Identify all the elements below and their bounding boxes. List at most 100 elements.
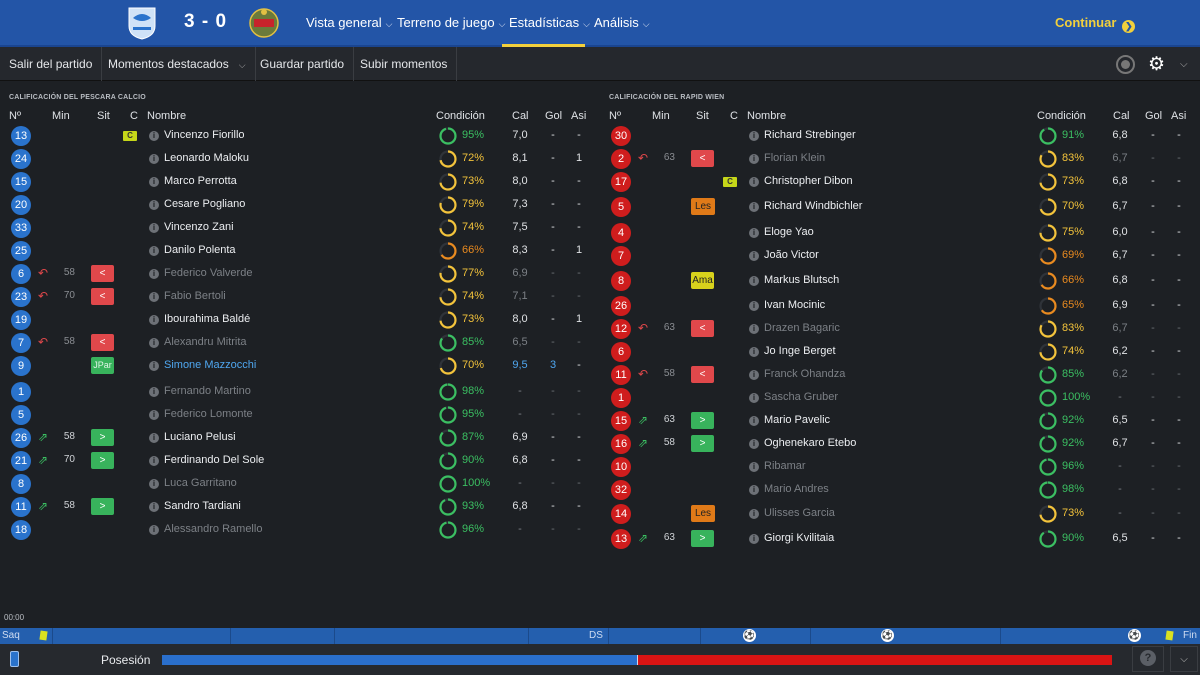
info-icon[interactable]: i (749, 301, 759, 311)
player-row[interactable]: 7 ↶ 58 < i Alexandru Mitrita 85% 6,5 - - (0, 332, 590, 354)
player-name[interactable]: Cesare Pogliano (164, 198, 246, 210)
player-row[interactable]: 4 i Eloge Yao 75% 6,0 - - (600, 222, 1190, 244)
info-icon[interactable]: i (149, 223, 159, 233)
player-name[interactable]: Ribamar (764, 460, 806, 472)
player-row[interactable]: 5 Les i Richard Windbichler 70% 6,7 - - (600, 196, 1190, 218)
col-name[interactable]: Nombre (147, 110, 187, 122)
info-icon[interactable]: i (749, 202, 759, 212)
info-icon[interactable]: i (749, 462, 759, 472)
player-name[interactable]: Oghenekaro Etebo (764, 437, 857, 449)
yellow-card-icon[interactable] (1165, 630, 1174, 641)
player-row[interactable]: 8 Ama i Markus Blutsch 66% 6,8 - - (600, 270, 1190, 292)
info-icon[interactable]: i (149, 131, 159, 141)
player-row[interactable]: 14 Les i Ulisses Garcia 73% - - - (600, 503, 1190, 525)
player-row[interactable]: 7 i João Victor 69% 6,7 - - (600, 245, 1190, 267)
situation-badge[interactable]: Les (691, 198, 715, 215)
continue-button[interactable]: Continuar ❯ (1055, 15, 1136, 33)
situation-badge[interactable]: > (691, 412, 714, 429)
col-cond[interactable]: Condición (436, 110, 485, 122)
col-asi[interactable]: Asi (1171, 110, 1187, 122)
player-name[interactable]: Federico Valverde (164, 267, 253, 279)
player-name[interactable]: Fernando Martino (164, 385, 251, 397)
exit-match-button[interactable]: Salir del partido (0, 47, 103, 81)
player-row[interactable]: 2 ↶ 63 < i Florian Klein 83% 6,7 - - (600, 148, 1190, 170)
player-row[interactable]: 1 i Sascha Gruber 100% - - - (600, 387, 1190, 409)
player-row[interactable]: 26 ⇗ 58 > i Luciano Pelusi 87% 6,9 - - (0, 427, 590, 449)
col-min[interactable]: Min (52, 110, 70, 122)
player-name[interactable]: Drazen Bagaric (764, 322, 840, 334)
help-icon[interactable]: ? (1140, 650, 1156, 666)
gear-icon[interactable]: ⚙ (1148, 54, 1166, 75)
player-name[interactable]: Vincenzo Zani (164, 221, 234, 233)
player-name[interactable]: Jo Inge Berget (764, 345, 836, 357)
situation-badge[interactable]: < (691, 320, 714, 337)
player-row[interactable]: 21 ⇗ 70 > i Ferdinando Del Sole 90% 6,8 - - (0, 450, 590, 472)
situation-badge[interactable]: > (91, 452, 114, 469)
match-timeline[interactable]: Saq DS ⚽ ⚽ ⚽ Fin (0, 628, 1200, 644)
situation-badge[interactable]: < (91, 288, 114, 305)
player-name[interactable]: Danilo Polenta (164, 244, 236, 256)
player-row[interactable]: 26 i Ivan Mocinic 65% 6,9 - - (600, 295, 1190, 317)
info-icon[interactable]: i (149, 456, 159, 466)
col-name[interactable]: Nombre (747, 110, 787, 122)
nav-analisis[interactable]: Análisis ⌵ (594, 15, 650, 30)
goal-ball-icon[interactable]: ⚽ (743, 629, 756, 642)
player-name[interactable]: Ferdinando Del Sole (164, 454, 265, 466)
info-icon[interactable]: i (149, 525, 159, 535)
info-icon[interactable]: i (149, 502, 159, 512)
save-match-button[interactable]: Guardar partido (251, 47, 355, 81)
player-row[interactable]: 1 i Fernando Martino 98% - - - (0, 381, 590, 403)
player-row[interactable]: 32 i Mario Andres 98% - - - (600, 479, 1190, 501)
player-row[interactable]: 18 i Alessandro Ramello 96% - - - (0, 519, 590, 541)
player-name[interactable]: Federico Lomonte (164, 408, 253, 420)
player-name[interactable]: Franck Ohandza (764, 368, 846, 380)
info-icon[interactable]: i (149, 410, 159, 420)
player-row[interactable]: 15 ⇗ 63 > i Mario Pavelic 92% 6,5 - - (600, 410, 1190, 432)
situation-badge[interactable]: > (91, 498, 114, 515)
player-name[interactable]: Mario Andres (764, 483, 829, 495)
info-icon[interactable]: i (749, 228, 759, 238)
player-row[interactable]: 9 JPar i Simone Mazzocchi 70% 9,5 3 - (0, 355, 590, 377)
info-icon[interactable]: i (149, 433, 159, 443)
record-icon[interactable] (1116, 55, 1135, 74)
col-gol[interactable]: Gol (545, 110, 563, 122)
info-icon[interactable]: i (749, 485, 759, 495)
expand-button[interactable]: ⌵ (1170, 646, 1198, 672)
info-icon[interactable]: i (149, 200, 159, 210)
info-icon[interactable]: i (749, 324, 759, 334)
player-name[interactable]: Luciano Pelusi (164, 431, 236, 443)
player-row[interactable]: 15 i Marco Perrotta 73% 8,0 - - (0, 171, 590, 193)
player-name[interactable]: Alexandru Mitrita (164, 336, 247, 348)
player-row[interactable]: 11 ↶ 58 < i Franck Ohandza 85% 6,2 - - (600, 364, 1190, 386)
player-row[interactable]: 30 i Richard Strebinger 91% 6,8 - - (600, 125, 1190, 147)
info-icon[interactable]: i (149, 292, 159, 302)
player-name[interactable]: Vincenzo Fiorillo (164, 129, 245, 141)
info-icon[interactable]: i (149, 154, 159, 164)
player-row[interactable]: 19 i Ibourahima Baldé 73% 8,0 - 1 (0, 309, 590, 331)
player-row[interactable]: 5 i Federico Lomonte 95% - - - (0, 404, 590, 426)
col-sit[interactable]: Sit (696, 110, 709, 122)
situation-badge[interactable]: < (91, 334, 114, 351)
chevron-down-icon[interactable]: ⌵ (1180, 59, 1188, 70)
player-name[interactable]: Simone Mazzocchi (164, 359, 257, 371)
situation-badge[interactable]: Les (691, 505, 715, 522)
player-name[interactable]: Eloge Yao (764, 226, 814, 238)
player-row[interactable]: 20 i Cesare Pogliano 79% 7,3 - - (0, 194, 590, 216)
player-name[interactable]: Marco Perrotta (164, 175, 237, 187)
player-name[interactable]: Richard Strebinger (764, 129, 856, 141)
situation-badge[interactable]: Ama (691, 272, 714, 289)
info-icon[interactable]: i (749, 276, 759, 286)
col-num[interactable]: Nº (9, 110, 21, 122)
col-asi[interactable]: Asi (571, 110, 587, 122)
player-row[interactable]: 23 ↶ 70 < i Fabio Bertoli 74% 7,1 - - (0, 286, 590, 308)
player-name[interactable]: João Victor (764, 249, 819, 261)
player-name[interactable]: Fabio Bertoli (164, 290, 226, 302)
player-row[interactable]: 13 ⇗ 63 > i Giorgi Kvilitaia 90% 6,5 - - (600, 528, 1190, 550)
info-icon[interactable]: i (149, 246, 159, 256)
player-row[interactable]: 16 ⇗ 58 > i Oghenekaro Etebo 92% 6,7 - - (600, 433, 1190, 455)
nav-vista-general[interactable]: Vista general ⌵ (306, 15, 392, 30)
info-icon[interactable]: i (749, 509, 759, 519)
col-min[interactable]: Min (652, 110, 670, 122)
player-row[interactable]: 6 i Jo Inge Berget 74% 6,2 - - (600, 341, 1190, 363)
